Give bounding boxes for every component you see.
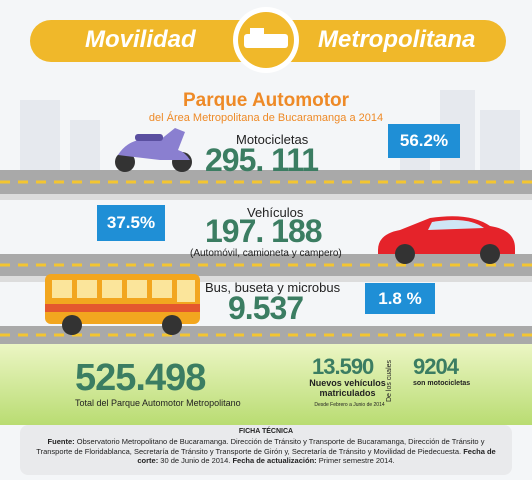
roads	[0, 170, 532, 344]
buses-label: Bus, buseta y microbus	[205, 280, 341, 295]
ficha-heading: FICHA TÉCNICA	[238, 428, 294, 435]
footer-box	[20, 425, 512, 475]
corte: 30 de Junio de 2014.	[160, 456, 231, 465]
header-left: Movilidad	[85, 26, 196, 53]
vehiculos-share: 37.5%	[97, 205, 165, 241]
subtitle: del Área Metropolitana de Bucaramanga a …	[148, 112, 384, 124]
bus	[45, 274, 200, 335]
fuente-label: Fuente:	[47, 437, 75, 446]
nuevos-period: Desde Febrero a Junio de 2014	[314, 402, 385, 408]
vehiculos-detail: (Automóvil, camioneta y campero)	[190, 248, 342, 259]
motos-share: 56.2%	[388, 124, 460, 158]
banner	[30, 7, 506, 73]
de-cuales-side: De los cuales	[386, 359, 393, 402]
corte-label: Fecha de corte:	[137, 446, 496, 466]
actualizacion-label: Fecha de actualización:	[232, 456, 317, 465]
header-right: Metropolitana	[318, 26, 476, 53]
car	[378, 216, 515, 264]
ficha-text: Fuente: Observatorio Metropolitano de Bu…	[30, 437, 502, 466]
motorcycle	[115, 128, 192, 172]
buses-share: 1.8 %	[365, 283, 435, 314]
total-label: Total del Parque Automotor Metropolitano	[75, 398, 241, 408]
actualizacion: Primer semestre 2014.	[318, 456, 395, 465]
nuevos-label: Nuevos vehículos matriculados	[309, 378, 386, 398]
title: Parque Automotor	[182, 90, 350, 111]
total-number: 525.498	[75, 357, 206, 399]
motos-label: Motocicletas	[236, 132, 309, 147]
de-cuales-number: 9204	[413, 354, 459, 379]
vehiculos-number: 197. 188	[205, 213, 323, 249]
motos-number: 295. 111	[205, 142, 319, 178]
nuevos-number: 13.590	[312, 354, 374, 379]
de-cuales-label: son motocicletas	[413, 380, 471, 387]
buses-number: 9.537	[228, 290, 304, 326]
vehiculos-label: Vehículos	[247, 205, 304, 220]
fuente: Observatorio Metropolitano de Bucaramang…	[36, 437, 485, 456]
